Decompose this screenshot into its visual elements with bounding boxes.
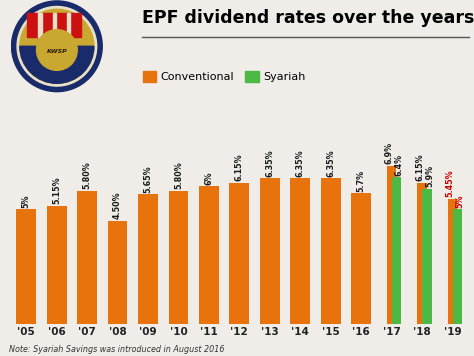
Bar [351,193,371,324]
Bar [169,191,188,324]
Circle shape [17,6,97,86]
Text: 5%: 5% [22,194,31,208]
Text: 5.9%: 5.9% [425,165,434,187]
Bar [56,13,67,37]
Text: Note: Syariah Savings was introduced in August 2016: Note: Syariah Savings was introduced in … [9,345,225,354]
Circle shape [20,9,94,83]
Bar [422,189,432,324]
Circle shape [36,30,77,70]
Bar [387,166,396,324]
Bar [42,13,53,37]
Legend: Conventional, Syariah: Conventional, Syariah [138,67,310,87]
Text: 6.15%: 6.15% [235,154,244,181]
Text: 5.80%: 5.80% [82,162,91,189]
Text: 5.80%: 5.80% [174,162,183,189]
Text: 4.50%: 4.50% [113,192,122,219]
Bar [392,177,401,324]
Bar [417,183,427,324]
Text: 6.35%: 6.35% [296,149,305,177]
Bar [291,178,310,324]
Bar [16,209,36,324]
Text: 6.4%: 6.4% [394,153,403,176]
Text: EPF dividend rates over the years: EPF dividend rates over the years [142,9,474,27]
Bar [138,194,158,324]
Text: 6%: 6% [204,171,213,185]
Text: 5.65%: 5.65% [144,165,153,193]
Bar [453,209,462,324]
Bar [321,178,341,324]
Bar [260,178,280,324]
Bar [70,13,82,37]
Text: 5.15%: 5.15% [52,177,61,204]
Text: 6.35%: 6.35% [326,149,335,177]
Text: 5.7%: 5.7% [356,169,365,192]
Bar [199,186,219,324]
Circle shape [11,1,102,91]
Bar [77,191,97,324]
Text: 5%: 5% [456,194,465,208]
Text: 5.45%: 5.45% [446,170,455,197]
Bar [67,13,70,37]
Bar [38,13,42,37]
Text: 6.15%: 6.15% [415,154,424,181]
Bar [47,206,66,324]
Bar [229,183,249,324]
Bar [108,221,128,324]
Bar [27,13,38,37]
Bar [53,13,56,37]
Wedge shape [20,46,94,83]
Text: 6.35%: 6.35% [265,149,274,177]
Bar [447,199,457,324]
Text: KWSP: KWSP [46,49,67,54]
Text: 6.9%: 6.9% [385,142,394,164]
